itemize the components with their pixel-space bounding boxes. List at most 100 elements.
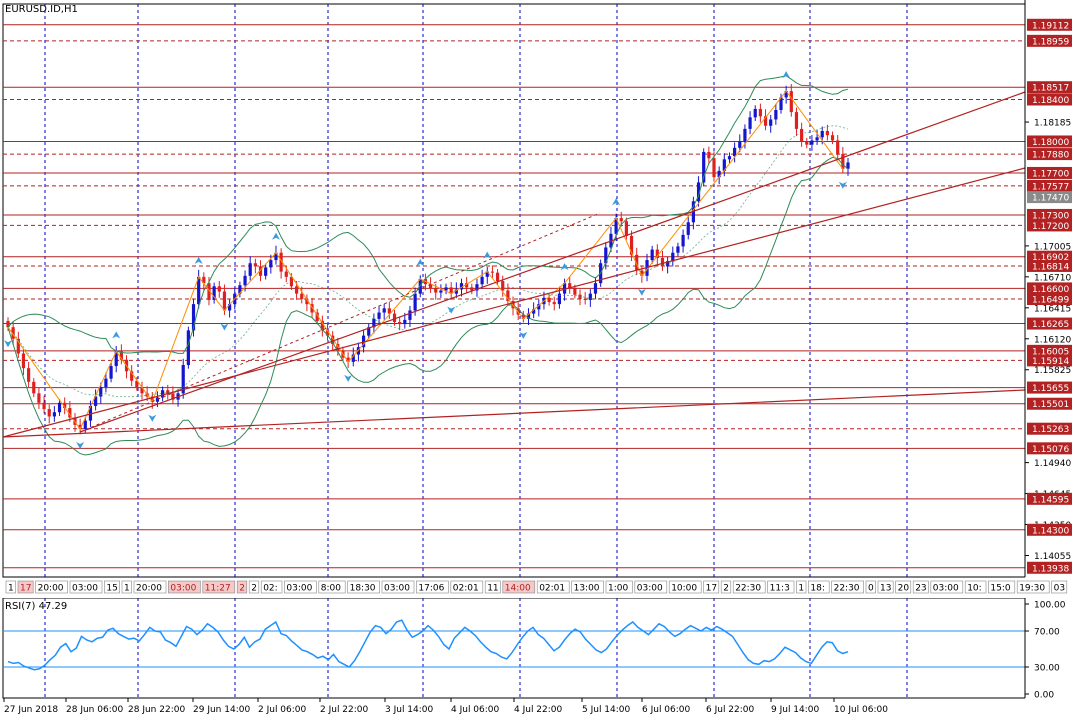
time-marker-tag[interactable] bbox=[912, 580, 929, 594]
time-marker-tag[interactable] bbox=[450, 580, 484, 594]
time-marker-tag[interactable] bbox=[484, 580, 501, 594]
time-marker-tag[interactable] bbox=[236, 580, 248, 594]
rsi-indicator-panel[interactable]: 100.00 70.00 30.00 0.00 27 Jun 2018 28 Jun 06… bbox=[0, 598, 1080, 720]
time-marker-tag[interactable] bbox=[416, 580, 449, 594]
time-axis-label: 28 Jun 06:00 bbox=[66, 705, 123, 715]
time-marker-tag[interactable] bbox=[865, 580, 876, 594]
time-marker-tag[interactable] bbox=[877, 580, 894, 594]
candle-body bbox=[57, 402, 62, 413]
time-marker-tag[interactable] bbox=[605, 580, 633, 594]
time-marker-tag[interactable] bbox=[536, 580, 570, 594]
time-marker-tag[interactable] bbox=[964, 580, 987, 594]
price-tag[interactable] bbox=[1027, 523, 1072, 536]
time-marker-tag[interactable] bbox=[930, 580, 964, 594]
time-marker-tag[interactable] bbox=[121, 580, 132, 594]
time-marker-tag[interactable] bbox=[703, 580, 720, 594]
time-marker-tag[interactable] bbox=[808, 580, 830, 594]
price-tag[interactable] bbox=[1027, 354, 1072, 367]
price-scale-label: 1.16415 bbox=[1034, 304, 1071, 314]
candle-body bbox=[207, 283, 211, 300]
candle-body bbox=[707, 151, 711, 159]
candle-body bbox=[501, 281, 505, 291]
price-tag[interactable] bbox=[1027, 18, 1072, 31]
price-tag[interactable] bbox=[1027, 293, 1072, 306]
candle-body bbox=[738, 141, 742, 148]
price-tag[interactable] bbox=[1027, 344, 1072, 357]
price-tag[interactable] bbox=[1027, 34, 1072, 47]
time-marker-tag[interactable] bbox=[767, 580, 795, 594]
time-marker-tag[interactable] bbox=[988, 580, 1016, 594]
price-tag[interactable] bbox=[1027, 282, 1072, 295]
candle-body bbox=[769, 119, 773, 126]
price-tag[interactable] bbox=[1027, 492, 1072, 505]
time-marker-tag[interactable] bbox=[571, 580, 604, 594]
time-marker-tag[interactable] bbox=[720, 580, 732, 594]
time-marker-tag[interactable] bbox=[5, 580, 16, 594]
price-tag-label: 1.17470 bbox=[1032, 194, 1069, 204]
candle-body bbox=[604, 247, 608, 264]
price-tag[interactable] bbox=[1027, 219, 1072, 232]
time-marker-tag[interactable] bbox=[202, 580, 236, 594]
price-chart-canvas[interactable]: 1.18185 1.17005 1.16710 1.16415 1.16120 1.158… bbox=[0, 0, 1080, 598]
price-tag[interactable] bbox=[1027, 191, 1072, 204]
time-marker-label: 03:00 bbox=[933, 584, 959, 594]
time-marker-tag[interactable] bbox=[17, 580, 34, 594]
rsi-axis-label: 30.00 bbox=[1034, 664, 1060, 674]
price-tag[interactable] bbox=[1027, 317, 1072, 330]
time-marker-tag[interactable] bbox=[104, 580, 120, 594]
price-tag[interactable] bbox=[1027, 561, 1072, 574]
price-chart-panel[interactable]: 1.18185 1.17005 1.16710 1.16415 1.16120 1.158… bbox=[0, 0, 1080, 598]
candle-body bbox=[114, 351, 118, 367]
time-marker-tag[interactable] bbox=[796, 580, 807, 594]
time-marker-tag[interactable] bbox=[895, 580, 912, 594]
candle-body bbox=[171, 393, 175, 400]
price-tag[interactable] bbox=[1027, 179, 1072, 192]
price-tag[interactable] bbox=[1027, 208, 1072, 221]
time-marker-tag[interactable] bbox=[381, 580, 415, 594]
time-marker-tag[interactable] bbox=[168, 580, 201, 594]
channel-lower-trendline[interactable] bbox=[2, 167, 1026, 438]
price-tag[interactable] bbox=[1027, 93, 1072, 106]
time-marker-label: 10: bbox=[967, 584, 981, 594]
candle-body bbox=[779, 97, 783, 110]
time-marker-tag[interactable] bbox=[133, 580, 167, 594]
time-marker-tag[interactable] bbox=[347, 580, 380, 594]
rsi-canvas[interactable]: 100.00 70.00 30.00 0.00 27 Jun 2018 28 Jun 06… bbox=[0, 598, 1080, 720]
candle-body bbox=[202, 276, 206, 284]
fractal-up-arrow bbox=[782, 71, 791, 79]
price-tag[interactable] bbox=[1027, 259, 1072, 272]
time-marker-tag[interactable] bbox=[634, 580, 668, 594]
time-marker-tag[interactable] bbox=[284, 580, 317, 594]
time-marker-tag[interactable] bbox=[732, 580, 766, 594]
price-tag[interactable] bbox=[1027, 397, 1072, 410]
candle-body bbox=[83, 420, 87, 430]
candle-body bbox=[264, 267, 268, 276]
time-marker-tag[interactable] bbox=[1051, 580, 1068, 594]
price-tag[interactable] bbox=[1027, 81, 1072, 94]
time-marker-tag[interactable] bbox=[502, 580, 536, 594]
price-scale-label: 1.17005 bbox=[1034, 242, 1071, 252]
price-tag[interactable] bbox=[1027, 422, 1072, 435]
price-tag-label: 1.16499 bbox=[1032, 296, 1069, 306]
time-marker-tag[interactable] bbox=[260, 580, 283, 594]
price-tag[interactable] bbox=[1027, 166, 1072, 179]
price-tag[interactable] bbox=[1027, 442, 1072, 455]
long-trendline[interactable] bbox=[2, 389, 1026, 438]
dashed-trendline[interactable] bbox=[79, 212, 601, 433]
price-tag[interactable] bbox=[1027, 135, 1072, 148]
price-tag[interactable] bbox=[1027, 250, 1072, 263]
time-marker-tag[interactable] bbox=[35, 580, 68, 594]
candle-body bbox=[526, 313, 531, 319]
price-tag[interactable] bbox=[1027, 148, 1072, 161]
chart-symbol-title: EURUSD.ID,H1 bbox=[5, 4, 78, 15]
time-marker-tag[interactable] bbox=[831, 580, 864, 594]
time-marker-tag[interactable] bbox=[318, 580, 346, 594]
time-marker-tag[interactable] bbox=[69, 580, 103, 594]
candle-body bbox=[104, 378, 108, 388]
time-marker-tag[interactable] bbox=[1016, 580, 1050, 594]
candle-body bbox=[506, 290, 510, 301]
price-tag[interactable] bbox=[1027, 381, 1072, 394]
time-marker-tag[interactable] bbox=[248, 580, 260, 594]
time-marker-tag[interactable] bbox=[668, 580, 702, 594]
